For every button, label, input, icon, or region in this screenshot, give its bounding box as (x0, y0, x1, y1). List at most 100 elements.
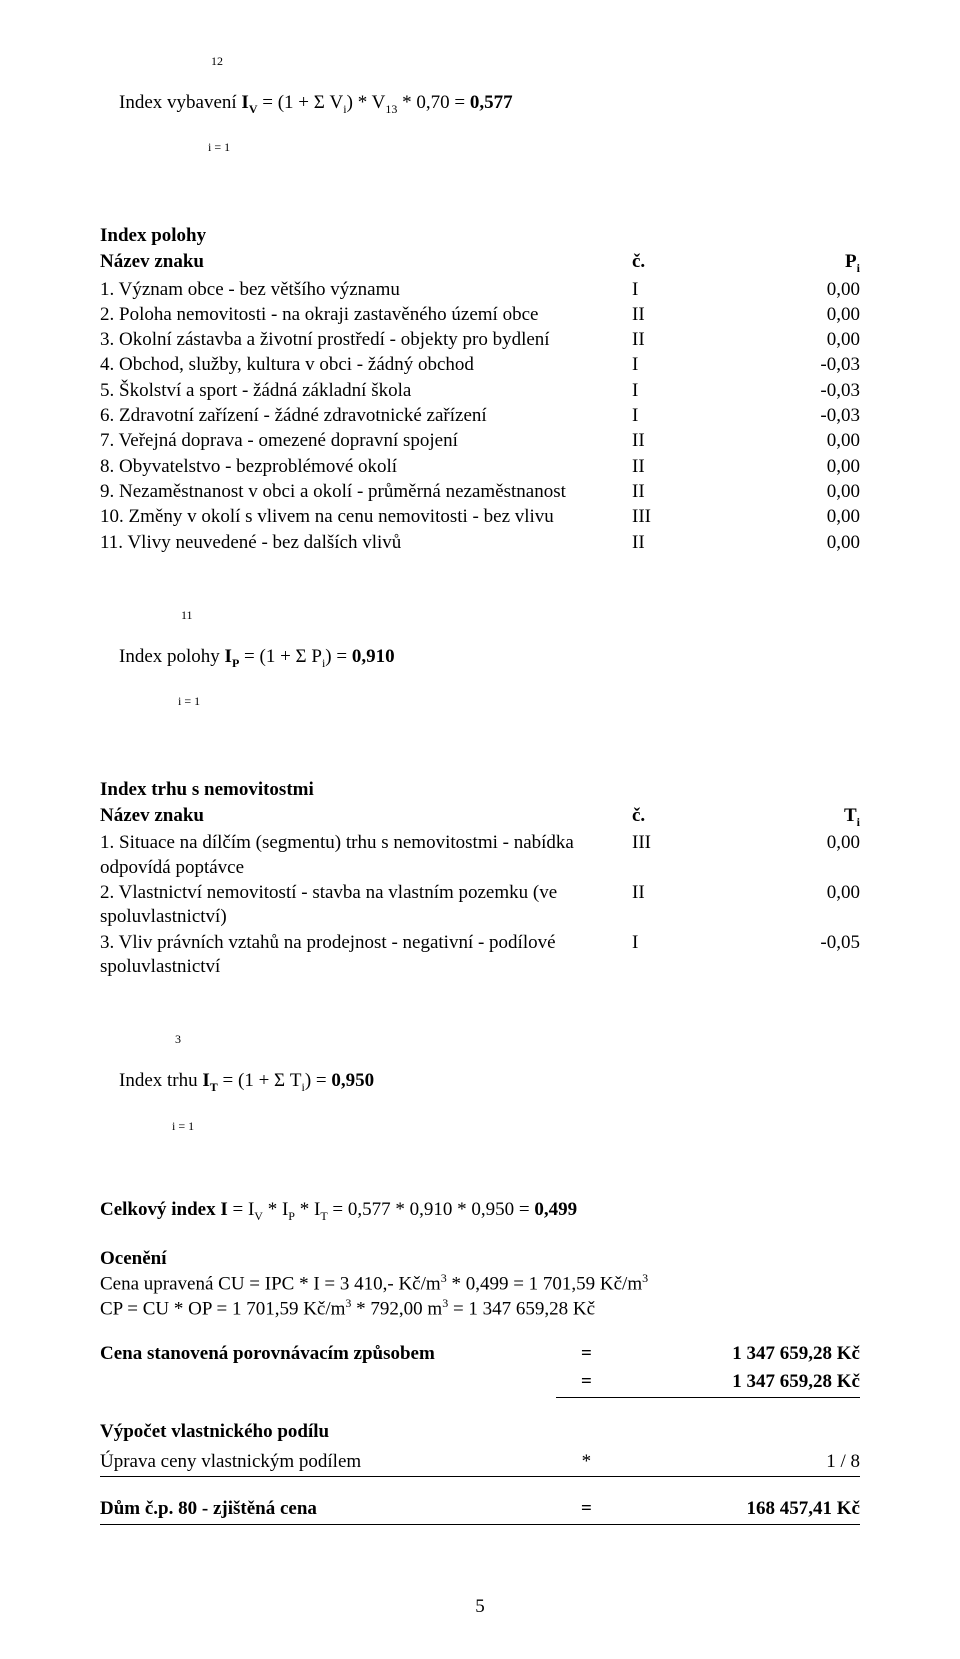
celkovy-sub-v: V (254, 1209, 263, 1223)
table-row: 4. Obchod, služby, kultura v obci - žádn… (100, 353, 860, 378)
polohy-header-c: P (845, 251, 857, 272)
it-mid-e: 0,950 (331, 1070, 374, 1091)
dum-row: Dům č.p. 80 - zjištěná cena = 168 457,41… (100, 1495, 860, 1524)
polohy-value: 0,00 (746, 303, 860, 328)
iv-mid-d: ) * V (347, 92, 386, 113)
polohy-code: III (632, 505, 746, 530)
polohy-text: 7. Veřejná doprava - omezené dopravní sp… (100, 429, 632, 454)
section-trhu-title: Index trhu s nemovitostmi (100, 778, 860, 802)
polohy-code: I (632, 404, 746, 429)
it-formula-bot: i = 1 (100, 1120, 860, 1132)
celkovy-b: = I (228, 1199, 255, 1220)
iv-sub-13: 13 (385, 102, 397, 116)
trhu-header-row: Název znaku č. Ti (100, 804, 860, 831)
polohy-text: 11. Vlivy neuvedené - bez dalších vlivů (100, 531, 632, 556)
oc1a: Cena upravená CU = IPC * I = 3 410,- Kč/… (100, 1273, 441, 1294)
iv-mid-f: 0,577 (470, 92, 513, 113)
iv-mid-a: Index vybavení (119, 92, 241, 113)
celkovy-e: = 0,577 * 0,910 * 0,950 = (328, 1199, 535, 1220)
table-row: 5. Školství a sport - žádná základní ško… (100, 379, 860, 404)
oc2a: CP = CU * OP = 1 701,59 Kč/m (100, 1299, 345, 1320)
dum-eq: = (556, 1495, 617, 1524)
polohy-value: 0,00 (746, 429, 860, 454)
result-label: Cena stanovená porovnávacím způsobem (100, 1340, 556, 1368)
ip-mid-d: ) = (325, 646, 352, 667)
ip-mid-c: = (1 + Σ P (239, 646, 322, 667)
iv-formula-block: 12 Index vybavení IV = (1 + Σ Vi) * V13 … (100, 6, 860, 202)
result-row: Cena stanovená porovnávacím způsobem=1 3… (100, 1340, 860, 1368)
polohy-value: 0,00 (746, 505, 860, 530)
oc2c: = 1 347 659,28 Kč (448, 1299, 595, 1320)
oc2b: * 792,00 m (351, 1299, 442, 1320)
trhu-header-c-sub: i (857, 815, 860, 829)
dum-label: Dům č.p. 80 - zjištěná cena (100, 1495, 556, 1524)
dum-table: Dům č.p. 80 - zjištěná cena = 168 457,41… (100, 1495, 860, 1524)
dum-val: 168 457,41 Kč (617, 1495, 860, 1524)
polohy-code: I (632, 278, 746, 303)
it-mid-c: = (1 + Σ T (218, 1070, 302, 1091)
celkovy-sub-p: P (288, 1209, 295, 1223)
ip-mid-b: I (225, 646, 232, 667)
table-row: 7. Veřejná doprava - omezené dopravní sp… (100, 429, 860, 454)
uprava-val: 1 / 8 (617, 1448, 860, 1477)
trhu-code: III (632, 831, 746, 881)
polohy-text: 5. Školství a sport - žádná základní ško… (100, 379, 632, 404)
polohy-header-c-sub: i (857, 261, 860, 275)
document-page: 12 Index vybavení IV = (1 + Σ Vi) * V13 … (0, 0, 960, 1659)
iv-mid-e: * 0,70 = (397, 92, 469, 113)
page-number: 5 (100, 1595, 860, 1619)
polohy-header-row: Název znaku č. Pi (100, 250, 860, 277)
oceneni-line1: Cena upravená CU = IPC * I = 3 410,- Kč/… (100, 1271, 860, 1297)
table-row: 10. Změny v okolí s vlivem na cenu nemov… (100, 505, 860, 530)
table-row: 2. Poloha nemovitosti - na okraji zastav… (100, 303, 860, 328)
iv-formula-bot: i = 1 (100, 141, 860, 153)
it-mid-d: ) = (305, 1070, 332, 1091)
oceneni-title: Ocenění (100, 1247, 860, 1271)
polohy-header-b: č. (632, 250, 746, 277)
it-formula-top: 3 (100, 1033, 860, 1045)
iv-mid-b: I (241, 92, 248, 113)
it-formula-block: 3 Index trhu IT = (1 + Σ Ti) = 0,950 i =… (100, 984, 860, 1180)
polohy-text: 2. Poloha nemovitosti - na okraji zastav… (100, 303, 632, 328)
result-eq: = (556, 1340, 617, 1368)
trhu-text: 3. Vliv právních vztahů na prodejnost - … (100, 931, 632, 981)
result-val: 1 347 659,28 Kč (617, 1368, 860, 1397)
oceneni-line2: CP = CU * OP = 1 701,59 Kč/m3 * 792,00 m… (100, 1296, 860, 1322)
celkovy-c: * I (263, 1199, 288, 1220)
polohy-value: -0,03 (746, 404, 860, 429)
result-label (100, 1368, 556, 1397)
polohy-value: -0,03 (746, 353, 860, 378)
trhu-code: II (632, 881, 746, 931)
polohy-code: II (632, 303, 746, 328)
celkovy-index: Celkový index I = IV * IP * IT = 0,577 *… (100, 1198, 860, 1224)
result-val: 1 347 659,28 Kč (617, 1340, 860, 1368)
oc1b: * 0,499 = 1 701,59 Kč/m (447, 1273, 642, 1294)
polohy-text: 10. Změny v okolí s vlivem na cenu nemov… (100, 505, 632, 530)
ip-formula-top: 11 (100, 609, 860, 621)
polohy-code: I (632, 379, 746, 404)
trhu-header-c-cell: Ti (746, 804, 860, 831)
trhu-text: 2. Vlastnictví nemovitostí - stavba na v… (100, 881, 632, 931)
trhu-text: 1. Situace na dílčím (segmentu) trhu s n… (100, 831, 632, 881)
ip-mid-e: 0,910 (352, 646, 395, 667)
table-row: 3. Vliv právních vztahů na prodejnost - … (100, 931, 860, 981)
polohy-code: I (632, 353, 746, 378)
polohy-code: II (632, 328, 746, 353)
polohy-text: 8. Obyvatelstvo - bezproblémové okolí (100, 455, 632, 480)
polohy-value: 0,00 (746, 531, 860, 556)
table-row: 1. Situace na dílčím (segmentu) trhu s n… (100, 831, 860, 881)
polohy-text: 6. Zdravotní zařízení - žádné zdravotnic… (100, 404, 632, 429)
celkovy-f: 0,499 (534, 1199, 577, 1220)
ip-formula-bot: i = 1 (100, 695, 860, 707)
oc1s2: 3 (642, 1271, 648, 1285)
polohy-text: 4. Obchod, služby, kultura v obci - žádn… (100, 353, 632, 378)
result-row: =1 347 659,28 Kč (100, 1368, 860, 1397)
iv-formula-top: 12 (100, 55, 860, 67)
trhu-table: Název znaku č. Ti 1. Situace na dílčím (… (100, 804, 860, 980)
polohy-code: II (632, 480, 746, 505)
table-row: 9. Nezaměstnanost v obci a okolí - průmě… (100, 480, 860, 505)
trhu-header-b: č. (632, 804, 746, 831)
polohy-value: 0,00 (746, 480, 860, 505)
celkovy-sub-t: T (320, 1209, 327, 1223)
table-row: 8. Obyvatelstvo - bezproblémové okolíII0… (100, 455, 860, 480)
